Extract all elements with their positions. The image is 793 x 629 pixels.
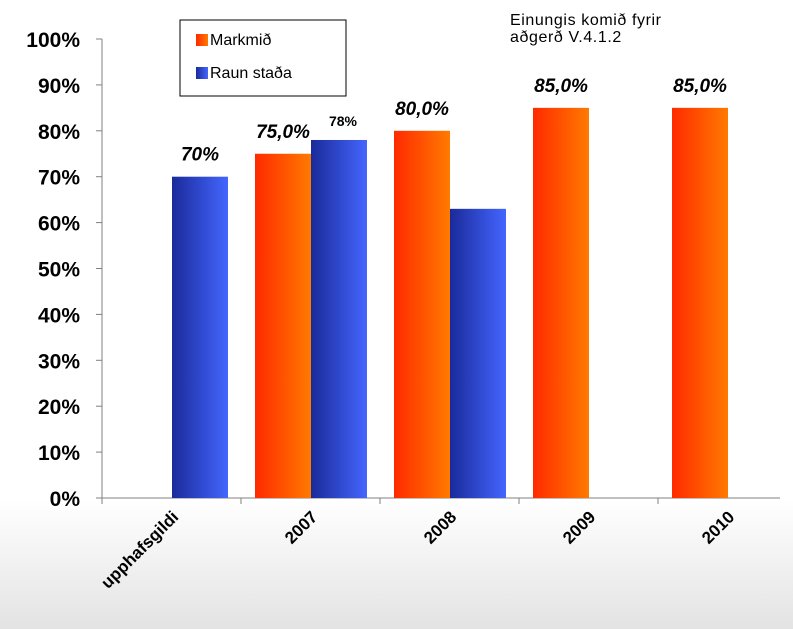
y-tick-label: 20% [38, 396, 80, 419]
bar [311, 139, 367, 499]
chart-background [0, 500, 793, 629]
y-tick-label: 80% [38, 121, 80, 144]
y-tick-label: 40% [38, 304, 80, 327]
data-label: 78% [329, 113, 358, 129]
bar [394, 130, 450, 499]
y-tick-label: 30% [38, 350, 80, 373]
data-label: 70% [181, 145, 219, 166]
data-labels: 75,0% 80,0% 85,0% 85,0% 70% 78% [181, 76, 727, 166]
data-label: 80,0% [395, 99, 449, 120]
bar [172, 176, 228, 498]
legend-swatch [196, 67, 208, 79]
annotation-line: aðgerð V.4.1.2 [510, 29, 622, 46]
bar [672, 107, 728, 498]
legend-label: Markmið [210, 32, 271, 49]
y-tick-label: 50% [38, 259, 80, 282]
y-tick-label: 60% [38, 213, 80, 236]
y-tick-label: 100% [26, 29, 80, 52]
bar [533, 107, 589, 498]
y-tick-label: 0% [50, 488, 81, 511]
data-label: 75,0% [256, 122, 310, 143]
x-tick-label: upphafsgildi [97, 507, 182, 592]
x-tick-label: 2010 [698, 507, 738, 547]
annotation-line: Einungis komið fyrir [510, 12, 662, 29]
legend-swatch [196, 34, 208, 46]
legend: Markmið Raun staða [179, 19, 347, 97]
x-tick-label: 2009 [559, 507, 599, 547]
legend-box [179, 19, 347, 97]
x-tick-label: 2007 [281, 507, 321, 547]
legend-label: Raun staða [210, 65, 292, 82]
y-tick-label: 10% [38, 442, 80, 465]
bars [172, 107, 728, 499]
data-label: 85,0% [673, 76, 727, 97]
bar [450, 208, 506, 498]
bar [255, 153, 311, 498]
y-tick-label: 90% [38, 75, 80, 98]
y-tick-label: 70% [38, 167, 80, 190]
x-tick-label: 2008 [420, 507, 460, 547]
data-label: 85,0% [534, 76, 588, 97]
